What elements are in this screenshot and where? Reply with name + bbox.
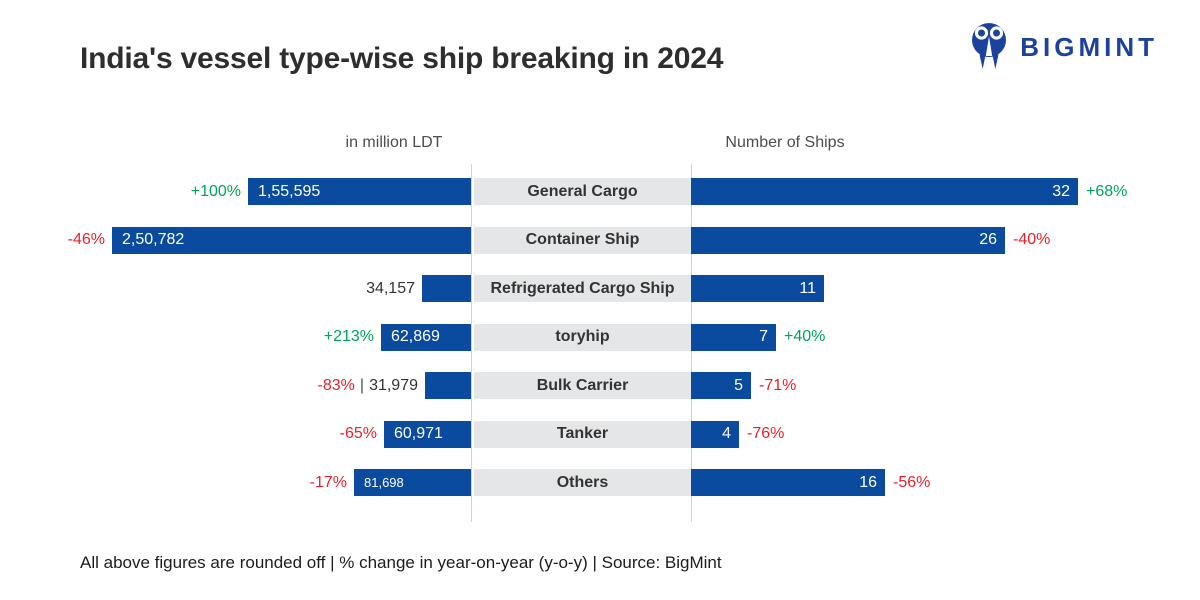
ldt-pct-change: +100% [190, 182, 241, 200]
ldt-pct-change: -17% [309, 473, 347, 491]
chart-row: +100% 1,55,595 General Cargo 32 +68% [0, 178, 1200, 205]
chart-row: -17% 81,698 Others 16 -56% [0, 469, 1200, 496]
ships-bar: 32 [691, 178, 1078, 205]
ships-pct-change: -76% [747, 425, 785, 442]
ships-pct-change: +40% [784, 328, 826, 345]
ldt-zone: +213% 62,869 [0, 323, 471, 351]
chart-row: -65% 60,971 Tanker 4 -76% [0, 420, 1200, 448]
ships-value: 4 [722, 425, 731, 442]
category-label: Others [556, 473, 609, 491]
category-label-box: Bulk Carrier [474, 372, 691, 399]
ships-bar: 7 [691, 323, 776, 351]
category-label: Container Ship [525, 231, 640, 248]
ldt-value-outside: 31,979 [369, 376, 418, 394]
ldt-pct-change: -65% [339, 425, 377, 442]
ldt-value: 2,50,782 [122, 231, 185, 248]
ships-value: 16 [859, 473, 877, 491]
ldt-bar [425, 372, 471, 399]
category-label-box: toryhip [474, 323, 691, 351]
ships-pct-change: -56% [893, 473, 931, 491]
ldt-bar: 62,869 [381, 323, 471, 351]
left-axis-header: in million LDT [345, 134, 443, 151]
category-label-box: General Cargo [474, 178, 691, 205]
ldt-bar: 81,698 [354, 469, 471, 496]
ships-zone: 5 -71% [691, 372, 1200, 399]
category-label: toryhip [555, 328, 610, 345]
ldt-value-outside: 34,157 [366, 279, 415, 297]
ships-value: 32 [1052, 182, 1070, 200]
category-label-box: Refrigerated Cargo Ship [474, 275, 691, 302]
ships-value: 11 [799, 279, 816, 297]
ldt-bar: 60,971 [384, 420, 471, 448]
left-divider-line [471, 164, 472, 522]
chart-row: +213% 62,869 toryhip 7 +40% [0, 323, 1200, 351]
ldt-bar: 1,55,595 [248, 178, 471, 205]
chart-row: -83% | 31,979 Bulk Carrier 5 -71% [0, 372, 1200, 399]
ldt-pct-change: +213% [323, 328, 374, 345]
ships-bar: 4 [691, 420, 739, 448]
category-label: Bulk Carrier [536, 376, 629, 394]
ldt-bar: 2,50,782 [112, 226, 471, 254]
ldt-zone: +100% 1,55,595 [0, 178, 471, 205]
ships-zone: 7 +40% [691, 323, 1200, 351]
ldt-value: 60,971 [394, 425, 443, 442]
category-label: Tanker [556, 425, 609, 442]
ldt-pct-change: -46% [67, 231, 105, 248]
category-label-box: Tanker [474, 420, 691, 448]
bigmint-logo-icon [967, 20, 1011, 75]
ldt-value: 81,698 [364, 475, 404, 490]
footnote: All above figures are rounded off | % ch… [80, 553, 722, 572]
chart-row: -46% 2,50,782 Container Ship 26 -40% [0, 226, 1200, 254]
ships-value: 7 [759, 328, 768, 345]
ships-zone: 11 [691, 275, 1200, 302]
ships-value: 26 [979, 231, 997, 248]
ldt-zone: 34,157 [0, 275, 471, 302]
category-label-box: Others [474, 469, 691, 496]
ships-bar: 16 [691, 469, 885, 496]
ldt-value: 1,55,595 [258, 182, 321, 200]
ships-pct-change: -71% [759, 376, 797, 394]
ships-pct-change: -40% [1013, 231, 1051, 248]
ldt-bar [422, 275, 471, 302]
ldt-zone: -46% 2,50,782 [0, 226, 471, 254]
ldt-value: 62,869 [391, 328, 440, 345]
bigmint-logo-text: BIGMINT [1020, 32, 1158, 62]
category-label: Refrigerated Cargo Ship [490, 279, 675, 297]
category-label-box: Container Ship [474, 226, 691, 254]
pct-value-separator: | [359, 376, 365, 394]
ships-bar: 26 [691, 226, 1005, 254]
ships-bar: 11 [691, 275, 824, 302]
ldt-zone: -83% | 31,979 [0, 372, 471, 399]
chart-row: 34,157 Refrigerated Cargo Ship 11 [0, 275, 1200, 302]
right-axis-header: Number of Ships [725, 134, 845, 151]
ships-zone: 16 -56% [691, 469, 1200, 496]
ldt-zone: -65% 60,971 [0, 420, 471, 448]
ships-zone: 26 -40% [691, 226, 1200, 254]
ldt-zone: -17% 81,698 [0, 469, 471, 496]
ships-zone: 4 -76% [691, 420, 1200, 448]
ldt-pct-change: -83% [317, 376, 355, 394]
page-title: India's vessel type-wise ship breaking i… [80, 42, 724, 75]
ships-value: 5 [734, 376, 743, 394]
bigmint-logo: BIGMINT [967, 20, 1158, 75]
ships-zone: 32 +68% [691, 178, 1200, 205]
ships-pct-change: +68% [1086, 182, 1128, 200]
ships-bar: 5 [691, 372, 751, 399]
category-label: General Cargo [527, 182, 638, 200]
